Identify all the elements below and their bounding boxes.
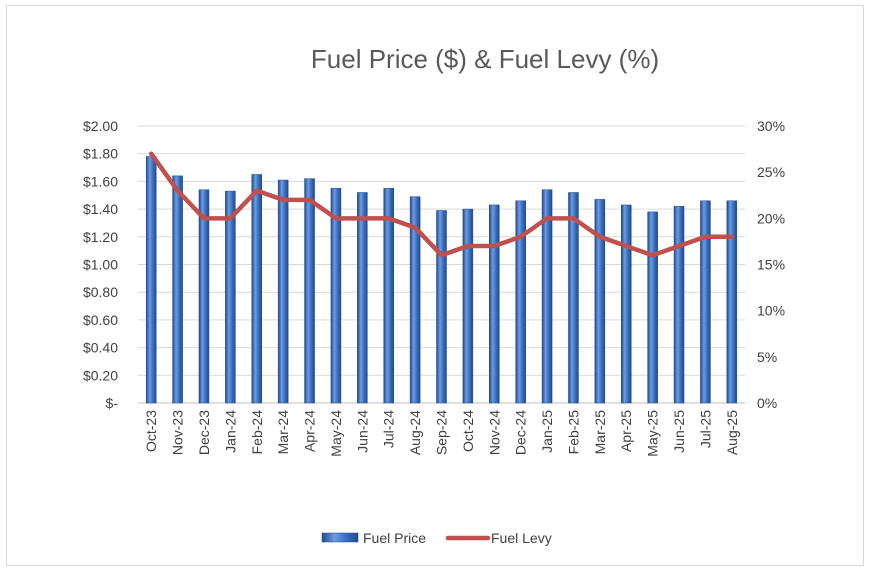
left-axis-tick-label: $1.20: [83, 229, 118, 245]
bar-series-fuel-price: [145, 156, 738, 404]
x-axis: Oct-23 Nov-23 Dec-23 Jan-24 Feb-24 Mar-24 Apr-…: [143, 410, 740, 457]
bar-fuel-price: [277, 179, 289, 404]
left-axis-tick-label: $2.00: [83, 118, 118, 134]
bar-fuel-price: [304, 178, 315, 404]
bar-fuel-price: [225, 190, 236, 404]
bar-fuel-price: [515, 200, 526, 404]
x-axis-tick-label: Jan-25: [539, 410, 555, 453]
x-axis-tick-label: Feb-25: [565, 410, 581, 455]
right-axis-tick-label: 25%: [757, 164, 785, 180]
bar-fuel-price: [251, 174, 263, 404]
bar-fuel-price: [409, 196, 421, 404]
left-axis-tick-label: $0.60: [83, 312, 118, 328]
x-axis-tick-label: Nov-23: [170, 410, 186, 455]
x-axis-tick-label: Oct-23: [143, 410, 159, 452]
legend-label-fuel-levy: Fuel Levy: [491, 530, 552, 546]
right-axis-tick-label: 10%: [757, 303, 785, 319]
x-axis-tick-label: Nov-24: [486, 410, 502, 455]
x-axis-tick-label: Jun-24: [354, 410, 370, 453]
x-axis-tick-label: Jan-24: [222, 410, 238, 453]
left-axis: $- $0.20 $0.40 $0.60 $0.80 $1.00 $1.20 $1.40 $1.…: [83, 118, 118, 411]
left-axis-tick-label: $1.80: [83, 146, 118, 162]
bar-fuel-price: [172, 175, 183, 404]
bar-fuel-price: [594, 199, 606, 404]
bar-fuel-price: [620, 204, 632, 404]
right-axis-tick-label: 15%: [757, 257, 785, 273]
x-axis-tick-label: May-24: [328, 410, 344, 457]
x-axis-tick-label: Apr-24: [302, 410, 318, 452]
bar-fuel-price: [673, 206, 685, 404]
bar-fuel-price: [541, 189, 553, 404]
right-axis: 0% 5% 10% 15% 20% 25% 30%: [757, 118, 785, 411]
bar-fuel-price: [489, 204, 500, 404]
bar-fuel-price: [198, 189, 210, 404]
x-axis-tick-label: Feb-24: [249, 410, 265, 455]
right-axis-tick-label: 30%: [757, 118, 785, 134]
bar-fuel-price: [647, 211, 658, 404]
legend-swatch-fuel-price: [321, 532, 359, 543]
bar-fuel-price: [726, 200, 738, 404]
bar-fuel-price: [462, 208, 474, 404]
x-axis-tick-label: Dec-24: [513, 410, 529, 455]
gridlines: [138, 125, 745, 404]
bar-fuel-price: [357, 192, 368, 404]
x-axis-tick-label: Jul-24: [381, 410, 397, 448]
x-axis-tick-label: Oct-24: [460, 410, 476, 452]
right-axis-tick-label: 20%: [757, 210, 785, 226]
x-axis-tick-label: May-25: [645, 410, 661, 457]
bar-fuel-price: [568, 192, 579, 404]
line-series-fuel-levy: [148, 151, 735, 258]
bar-fuel-price: [383, 188, 394, 404]
bar-fuel-price: [330, 188, 342, 404]
legend-label-fuel-price: Fuel Price: [363, 530, 426, 546]
bar-fuel-price: [700, 200, 711, 404]
x-axis-tick-label: Jul-25: [697, 410, 713, 448]
x-axis-tick-label: Jun-25: [671, 410, 687, 453]
left-axis-tick-label: $0.40: [83, 340, 118, 356]
left-axis-tick-label: $0.20: [83, 367, 118, 383]
bar-fuel-price: [145, 156, 157, 404]
x-axis-tick-label: Dec-23: [196, 410, 212, 455]
x-axis-tick-label: Apr-25: [618, 410, 634, 452]
x-axis-tick-label: Aug-25: [724, 410, 740, 455]
right-axis-tick-label: 0%: [757, 395, 777, 411]
x-axis-tick-label: Mar-24: [275, 410, 291, 455]
x-axis-tick-label: Aug-24: [407, 410, 423, 455]
bar-fuel-price: [436, 210, 447, 404]
right-axis-tick-label: 5%: [757, 349, 777, 365]
x-axis-tick-label: Mar-25: [592, 410, 608, 455]
chart-title: Fuel Price ($) & Fuel Levy (%): [311, 44, 659, 74]
legend: Fuel Price Fuel Levy: [321, 530, 552, 546]
left-axis-tick-label: $1.40: [83, 201, 118, 217]
x-axis-tick-label: Sep-24: [434, 410, 450, 455]
left-axis-tick-label: $1.00: [83, 257, 118, 273]
left-axis-tick-label: $0.80: [83, 284, 118, 300]
left-axis-tick-label: $1.60: [83, 173, 118, 189]
left-axis-tick-label: $-: [106, 395, 119, 411]
